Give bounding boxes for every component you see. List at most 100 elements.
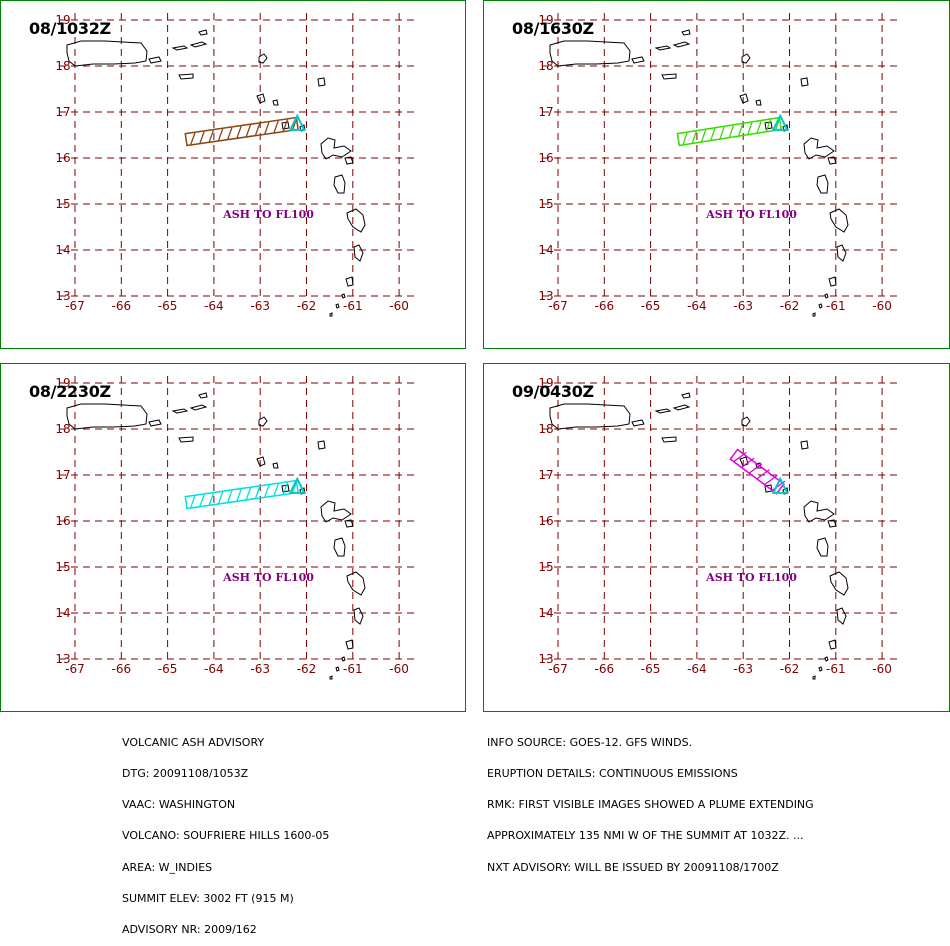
lat-tick-label: 13	[538, 652, 553, 666]
hatch-stroke	[189, 495, 196, 509]
puerto-rico-coast	[549, 40, 631, 67]
hatch-stroke	[737, 123, 744, 137]
hatch-stroke	[236, 489, 242, 502]
lat-tick-label: 16	[55, 151, 70, 165]
st-vincent-coast	[828, 276, 837, 287]
hatch-stroke	[747, 122, 753, 135]
ash-plume-outline	[184, 479, 299, 510]
grenadines-coast	[329, 656, 346, 680]
lon-tick-label: -61	[343, 299, 363, 313]
lat-tick-label: 16	[538, 151, 553, 165]
hatch-stroke	[245, 124, 252, 138]
lat-tick-label: 15	[55, 197, 70, 211]
lon-tick-label: -60	[872, 662, 892, 676]
lat-tick-label: 17	[538, 105, 553, 119]
lon-tick-label: -60	[389, 299, 409, 313]
hatch-stroke	[728, 125, 734, 138]
hatch-stroke	[765, 119, 772, 132]
lon-tick-label: -61	[343, 662, 363, 676]
hatch-stroke	[763, 474, 778, 486]
virgin-islands-coast	[654, 29, 691, 51]
map-panel-4: -67 -66 -65 -64 -63 -62 -61 -60 19 18 17 16 15 14 13 AS…	[483, 363, 950, 712]
volcano-icon	[771, 113, 789, 131]
hatch-stroke	[273, 483, 279, 497]
st-kitts-coast	[739, 93, 762, 106]
hatch-stroke	[254, 486, 261, 499]
martinique-coast	[829, 571, 849, 596]
puerto-rico-coast	[66, 403, 148, 430]
panel-time-label: 08/1032Z	[29, 19, 111, 38]
panel-time-label: 08/2230Z	[29, 382, 111, 401]
st-croix-coast	[178, 73, 194, 80]
anguilla-coast	[741, 416, 751, 427]
lat-tick-label: 13	[538, 289, 553, 303]
advisory-line: AREA: W_INDIES	[122, 860, 213, 874]
lat-tick-label: 17	[55, 468, 70, 482]
virgin-islands-coast	[654, 392, 691, 414]
map-panel-1: -67 -66 -65 -64 -63 -62 -61 -60 19 18 17 16 15 14 13 AS…	[0, 0, 466, 349]
hatch-stroke	[755, 469, 770, 480]
advisory-line: ADVISORY NR: 2009/162	[122, 923, 257, 937]
hatch-stroke	[719, 126, 725, 140]
lon-tick-label: -63	[250, 662, 270, 676]
lat-lon-grid	[59, 376, 416, 660]
lon-tick-label: -64	[204, 662, 224, 676]
grenadines-coast	[812, 293, 829, 317]
lon-tick-label: -64	[687, 299, 707, 313]
hatch-stroke	[264, 122, 270, 135]
dominica-coast	[816, 537, 829, 557]
ash-plume-hatching	[189, 118, 298, 146]
ash-level-label: ASH TO FL100	[222, 208, 314, 221]
lat-tick-label: 19	[55, 376, 70, 390]
lon-tick-label: -61	[826, 662, 846, 676]
advisory-line: DTG: 20091108/1053Z	[122, 767, 249, 781]
lon-tick-label: -64	[204, 299, 224, 313]
hatch-stroke	[199, 131, 205, 144]
lon-tick-label: -65	[158, 299, 178, 313]
marie-galante-coast	[344, 156, 354, 165]
map-canvas: -67 -66 -65 -64 -63 -62 -61 -60 19 18 17 16 15 14 13 AS…	[538, 376, 899, 680]
guadeloupe-coast	[803, 137, 835, 160]
lat-tick-label: 13	[55, 652, 70, 666]
advisory-details-right: INFO SOURCE: GOES-12. GFS WINDS. ERUPTIO…	[487, 717, 814, 884]
hatch-stroke	[217, 491, 224, 505]
hatch-stroke	[682, 132, 688, 146]
barbuda-coast	[317, 77, 326, 87]
ash-level-label: ASH TO FL100	[705, 208, 797, 221]
ash-plume-hatching	[189, 481, 298, 509]
hatch-stroke	[208, 130, 215, 143]
hatch-stroke	[227, 490, 233, 503]
grenadines-coast	[812, 656, 829, 680]
hatch-stroke	[700, 129, 707, 143]
st-lucia-coast	[836, 244, 847, 262]
st-lucia-coast	[353, 244, 364, 262]
lon-tick-label: -65	[158, 662, 178, 676]
lat-tick-label: 19	[538, 376, 553, 390]
anguilla-coast	[741, 53, 751, 64]
lat-lon-grid	[59, 13, 416, 297]
map-canvas: -67 -66 -65 -64 -63 -62 -61 -60 19 18 17 16 15 14 13 AS…	[55, 376, 416, 680]
hatch-stroke	[691, 131, 697, 144]
advisory-line: VAAC: WASHINGTON	[122, 798, 236, 812]
lon-tick-label: -60	[389, 662, 409, 676]
guadeloupe-coast	[803, 500, 835, 523]
st-vincent-coast	[828, 639, 837, 650]
hatch-stroke	[264, 485, 270, 498]
ash-plume	[184, 479, 299, 510]
coastlines	[66, 392, 366, 680]
marie-galante-coast	[827, 156, 837, 165]
ash-plume-hatching	[682, 118, 781, 146]
lat-tick-label: 14	[55, 606, 70, 620]
st-kitts-coast	[256, 456, 279, 469]
lat-lon-grid	[542, 376, 899, 660]
hatch-stroke	[208, 493, 215, 506]
advisory-line: NXT ADVISORY: WILL BE ISSUED BY 20091108…	[487, 860, 779, 874]
volcano-icon	[288, 476, 306, 494]
hatch-stroke	[199, 494, 205, 507]
st-croix-coast	[661, 436, 677, 443]
dominica-coast	[333, 174, 346, 194]
hatch-stroke	[756, 121, 762, 134]
lon-tick-label: -65	[641, 662, 661, 676]
grenadines-coast	[329, 293, 346, 317]
ash-level-label: ASH TO FL100	[222, 571, 314, 584]
